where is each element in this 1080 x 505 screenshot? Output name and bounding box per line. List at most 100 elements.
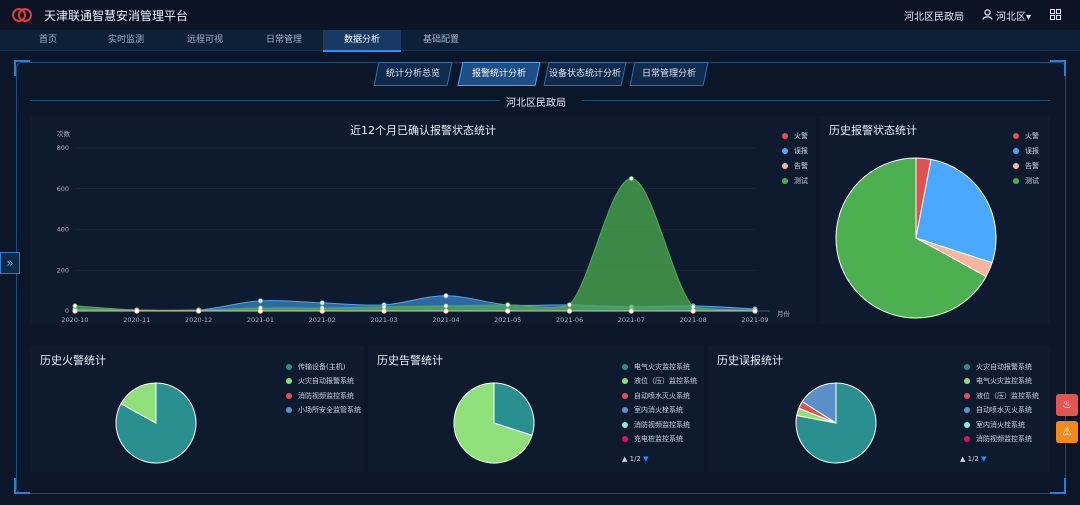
main-nav: 首页 实时监测 远程可视 日常管理 数据分析 基础配置 xyxy=(0,30,1080,52)
nav-tab-realtime[interactable]: 实时监测 xyxy=(107,35,144,45)
legend-video-system[interactable]: 消防视频监控系统 xyxy=(286,391,354,401)
x-tick-label: 2020-12 xyxy=(185,316,212,324)
alarm-bell-icon[interactable]: ♨ xyxy=(1056,394,1078,416)
y-tick-label: 400 xyxy=(57,226,69,234)
legend-fire[interactable]: 火警 xyxy=(782,131,808,141)
chart-title-history-fire: 历史火警统计 xyxy=(40,354,106,367)
y-tick-label: 0 xyxy=(65,307,69,315)
divider-right xyxy=(582,100,1050,101)
chart-title-history-alarm: 历史报警状态统计 xyxy=(829,124,917,137)
recent-alarm-panel xyxy=(30,116,816,324)
nav-tab-config[interactable]: 基础配置 xyxy=(422,35,459,45)
data-point xyxy=(257,298,264,304)
pie-slice xyxy=(801,382,837,424)
frame-corner xyxy=(1050,60,1066,76)
data-point xyxy=(566,308,573,314)
data-point xyxy=(72,303,78,309)
legend-pager[interactable]: ▲ 1/2 ▼ xyxy=(622,455,649,463)
frame-corner xyxy=(14,478,30,494)
data-point xyxy=(752,308,758,314)
data-point xyxy=(443,303,449,309)
history-warning-panel xyxy=(368,346,704,472)
history-alarm-pie xyxy=(835,157,997,319)
x-tick-label: 2021-04 xyxy=(432,316,459,324)
y-tick-label: 600 xyxy=(57,185,69,193)
history-false-alarm-panel xyxy=(708,346,1050,472)
legend-fire-alarm-system[interactable]: 火灾自动报警系统 xyxy=(964,362,1032,372)
legend-warning[interactable]: 告警 xyxy=(782,161,808,171)
data-point xyxy=(690,308,696,314)
data-point xyxy=(319,308,325,314)
legend-liquid-level[interactable]: 液位（压）监控系统 xyxy=(964,391,1039,401)
org-name: 河北区民政局 xyxy=(904,12,964,23)
legend-transmission-device[interactable]: 传输设备(主机) xyxy=(286,362,345,372)
legend-false-alarm[interactable]: 误报 xyxy=(782,146,808,156)
subtab-daily-analysis[interactable]: 日常管理分析 xyxy=(629,62,709,86)
legend-fire-alarm-system[interactable]: 火灾自动报警系统 xyxy=(286,376,354,386)
x-tick-label: 2021-02 xyxy=(309,316,336,324)
history-warning-pie xyxy=(453,382,535,464)
legend-test[interactable]: 测试 xyxy=(782,176,808,186)
x-tick-label: 2021-09 xyxy=(741,316,768,324)
legend-small-venue-system[interactable]: 小场所安全监管系统 xyxy=(286,405,361,415)
nav-tab-daily[interactable]: 日常管理 xyxy=(265,35,302,45)
data-point xyxy=(72,308,78,314)
nav-tab-remote-view[interactable]: 远程可视 xyxy=(186,35,223,45)
legend-sprinkler[interactable]: 自动喷水灭火系统 xyxy=(622,391,690,401)
history-fire-panel xyxy=(30,346,364,472)
nav-tab-home[interactable]: 首页 xyxy=(38,35,57,45)
legend-electrical-fire[interactable]: 电气火灾监控系统 xyxy=(964,376,1032,386)
warning-icon[interactable]: ⚠ xyxy=(1056,421,1078,443)
legend-video-system[interactable]: 消防视频监控系统 xyxy=(622,420,690,430)
region-label: 河北区民政局 xyxy=(506,98,566,109)
y-tick-label: 200 xyxy=(57,266,69,274)
pie-slice xyxy=(915,158,997,264)
legend-warning[interactable]: 告警 xyxy=(1013,161,1039,171)
subtab-overview[interactable]: 统计分析总览 xyxy=(373,62,453,86)
x-tick-label: 2021-05 xyxy=(494,316,521,324)
data-point xyxy=(443,308,449,314)
user-icon[interactable] xyxy=(982,9,993,20)
legend-liquid-level[interactable]: 液位（压）监控系统 xyxy=(622,376,697,386)
data-point xyxy=(505,308,511,314)
divider-left xyxy=(30,100,500,101)
legend-electrical-fire[interactable]: 电气火灾监控系统 xyxy=(622,362,690,372)
history-fire-pie xyxy=(115,382,197,464)
legend-hydrant[interactable]: 室内消火栓系统 xyxy=(622,405,683,415)
legend-charging-pile[interactable]: 充电桩监控系统 xyxy=(622,434,683,444)
chart-title-history-warning: 历史告警统计 xyxy=(377,354,443,367)
data-point xyxy=(381,308,387,314)
data-point xyxy=(257,308,264,314)
legend-hydrant[interactable]: 室内消火栓系统 xyxy=(964,420,1025,430)
nav-tab-data-analysis[interactable]: 数据分析 xyxy=(323,30,401,52)
legend-test[interactable]: 测试 xyxy=(1013,176,1039,186)
frame-corner xyxy=(1050,478,1066,494)
content-frame xyxy=(16,62,1066,494)
legend-pager[interactable]: ▲ 1/2 ▼ xyxy=(960,455,987,463)
legend-fire[interactable]: 火警 xyxy=(1013,131,1039,141)
data-point xyxy=(319,300,325,306)
x-tick-label: 2021-06 xyxy=(556,316,583,324)
data-point xyxy=(628,308,634,314)
data-point xyxy=(628,175,634,182)
y-axis-label: 次数 xyxy=(57,129,71,138)
grid-menu-icon[interactable] xyxy=(1050,9,1061,20)
x-tick-label: 2021-01 xyxy=(247,316,274,324)
subtab-device-status[interactable]: 设备状态统计分析 xyxy=(543,62,627,86)
pie-slice xyxy=(120,382,157,424)
legend-video-system[interactable]: 消防视频监控系统 xyxy=(964,434,1032,444)
data-point xyxy=(196,308,202,314)
pie-slice xyxy=(493,382,535,436)
x-tick-label: 2020-11 xyxy=(123,316,150,324)
legend-sprinkler[interactable]: 自动喷水灭火系统 xyxy=(964,405,1032,415)
x-tick-label: 2020-10 xyxy=(61,316,88,324)
frame-corner xyxy=(14,60,30,76)
expand-sidebar-icon[interactable]: » xyxy=(0,252,20,274)
user-menu[interactable]: 河北区▾ xyxy=(996,12,1032,23)
legend-false-alarm[interactable]: 误报 xyxy=(1013,146,1039,156)
subtab-alarm-analysis[interactable]: 报警统计分析 xyxy=(457,62,541,86)
x-tick-label: 2021-08 xyxy=(680,316,707,324)
y-tick-label: 800 xyxy=(57,144,69,152)
data-point xyxy=(566,302,573,308)
